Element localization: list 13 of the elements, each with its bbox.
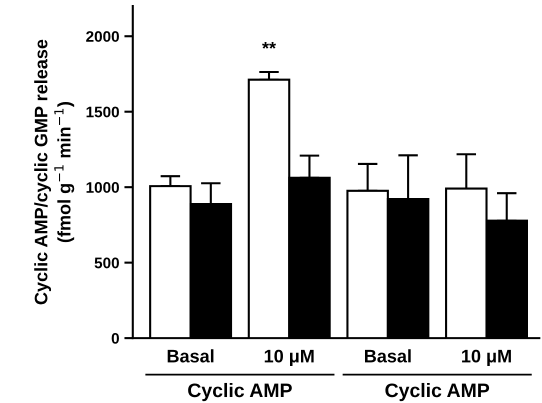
- text: Cyclic AMP: [385, 382, 490, 402]
- y-tick-label: 1000: [86, 182, 119, 193]
- x-tick-label: 10 μM: [462, 350, 511, 366]
- y-tick-label: 2000: [86, 31, 119, 42]
- text: Cyclic AMP: [188, 382, 292, 402]
- annotation: **: [262, 42, 276, 49]
- y-axis-title: Cyclic AMP/cyclic GMP release (fmol g$^{−1}$ min$^{−1}$): [34, 40, 74, 304]
- y-tick-label: 0: [112, 332, 119, 344]
- x-tick-label: 10 μM: [264, 350, 314, 366]
- y-tick-label: 500: [94, 258, 119, 268]
- x-tick-label: Basal: [168, 349, 214, 362]
- y-tick-label: 1500: [86, 106, 119, 118]
- x-tick-label: Basal: [364, 349, 411, 362]
